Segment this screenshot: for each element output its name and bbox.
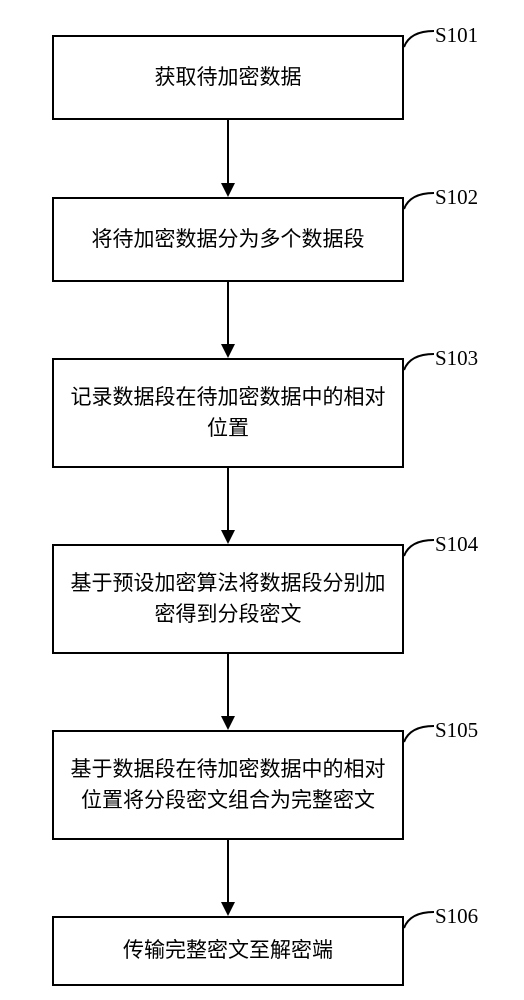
step-label-s106: S106 xyxy=(435,904,478,929)
step-label-s103: S103 xyxy=(435,346,478,371)
step-box-s101: 获取待加密数据 xyxy=(52,35,404,120)
step-text-s101: 获取待加密数据 xyxy=(155,62,302,94)
connector-s101 xyxy=(400,27,438,49)
step-label-s104: S104 xyxy=(435,532,478,557)
connector-s104 xyxy=(400,536,438,558)
step-text-s103: 记录数据段在待加密数据中的相对位置 xyxy=(66,382,390,445)
step-box-s102: 将待加密数据分为多个数据段 xyxy=(52,197,404,282)
step-text-s106: 传输完整密文至解密端 xyxy=(123,935,333,967)
step-box-s106: 传输完整密文至解密端 xyxy=(52,916,404,986)
step-box-s105: 基于数据段在待加密数据中的相对位置将分段密文组合为完整密文 xyxy=(52,730,404,840)
step-text-s105: 基于数据段在待加密数据中的相对位置将分段密文组合为完整密文 xyxy=(66,754,390,817)
step-text-s102: 将待加密数据分为多个数据段 xyxy=(92,224,365,256)
step-label-s101: S101 xyxy=(435,23,478,48)
connector-s106 xyxy=(400,908,438,930)
step-box-s104: 基于预设加密算法将数据段分别加密得到分段密文 xyxy=(52,544,404,654)
step-label-s102: S102 xyxy=(435,185,478,210)
step-text-s104: 基于预设加密算法将数据段分别加密得到分段密文 xyxy=(66,568,390,631)
step-label-s105: S105 xyxy=(435,718,478,743)
connector-s102 xyxy=(400,189,438,211)
step-box-s103: 记录数据段在待加密数据中的相对位置 xyxy=(52,358,404,468)
flowchart-container: 获取待加密数据 S101 将待加密数据分为多个数据段 S102 记录数据段在待加… xyxy=(0,0,524,1000)
connector-s105 xyxy=(400,722,438,744)
connector-s103 xyxy=(400,350,438,372)
